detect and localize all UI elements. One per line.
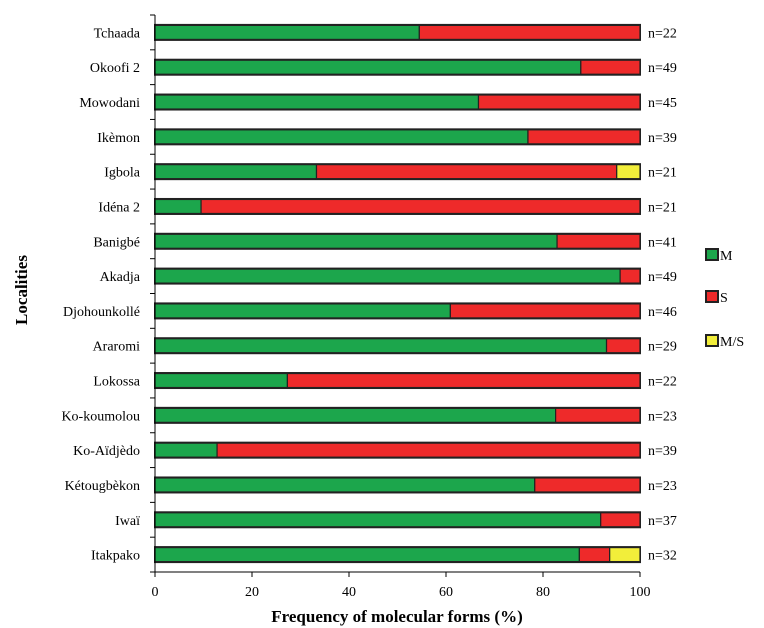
n-label: n=22 bbox=[648, 375, 677, 390]
category-label: Djohounkollé bbox=[63, 305, 140, 320]
legend: M S M/S bbox=[705, 248, 744, 350]
category-label: Idéna 2 bbox=[98, 200, 140, 215]
bar-segment-m bbox=[154, 338, 608, 354]
bar-segment-s bbox=[580, 59, 641, 75]
category-label: Igbola bbox=[104, 166, 141, 181]
category-label: Araromi bbox=[93, 340, 141, 355]
bar-segment-m bbox=[154, 372, 289, 389]
plot-area bbox=[154, 23, 641, 564]
n-label: n=49 bbox=[648, 270, 677, 285]
category-label: Ikèmon bbox=[97, 131, 140, 146]
category-label: Ko-Aïdjèdo bbox=[73, 444, 140, 459]
bar-segment-s bbox=[578, 546, 611, 563]
x-tick-label: 40 bbox=[342, 585, 356, 600]
bar-segment-m bbox=[154, 477, 536, 493]
category-label: Mowodani bbox=[79, 96, 140, 111]
x-tick-label: 80 bbox=[536, 585, 550, 600]
bar-segment-m bbox=[154, 407, 557, 423]
bar-segment-s bbox=[315, 164, 618, 180]
bar-segment-s bbox=[605, 338, 641, 354]
category-label: Kétougbèkon bbox=[65, 479, 140, 494]
bar-segment-m-s bbox=[609, 546, 641, 563]
x-tick-label: 100 bbox=[630, 585, 651, 600]
n-label: n=29 bbox=[648, 340, 677, 355]
x-tick-label: 20 bbox=[245, 585, 259, 600]
n-label: n=32 bbox=[648, 549, 677, 564]
legend-label: M/S bbox=[720, 335, 744, 350]
x-tick-label: 0 bbox=[152, 585, 159, 600]
n-label: n=41 bbox=[648, 235, 677, 250]
category-label: Iwaï bbox=[115, 514, 140, 529]
bar-segment-m bbox=[154, 512, 602, 528]
bar-segment-s bbox=[555, 407, 641, 423]
legend-label: S bbox=[720, 291, 728, 306]
legend-swatch-s bbox=[705, 290, 719, 303]
x-axis-title: Frequency of molecular forms (%) bbox=[271, 607, 522, 626]
n-label: n=45 bbox=[648, 96, 677, 111]
category-label: Okoofi 2 bbox=[90, 61, 140, 76]
bar-segment-m bbox=[154, 233, 558, 249]
bar-segment-m bbox=[154, 24, 420, 41]
n-label: n=49 bbox=[648, 61, 677, 76]
bar-segment-m bbox=[154, 59, 582, 75]
n-label: n=39 bbox=[648, 131, 677, 146]
n-label: n=39 bbox=[648, 444, 677, 459]
category-label: Tchaada bbox=[94, 26, 141, 41]
bar-segment-m-s bbox=[616, 164, 641, 180]
category-label: Lokossa bbox=[93, 375, 140, 390]
n-label: n=37 bbox=[648, 514, 677, 529]
y-axis-title: Localities bbox=[12, 255, 31, 325]
bar-segment-s bbox=[534, 477, 641, 493]
n-label: n=21 bbox=[648, 200, 677, 215]
n-label: n=46 bbox=[648, 305, 677, 320]
bar-segment-m bbox=[154, 164, 318, 180]
bar-segment-s bbox=[418, 24, 641, 41]
legend-swatch-m bbox=[705, 248, 719, 261]
bar-segment-s bbox=[216, 442, 641, 458]
category-label: Itakpako bbox=[91, 549, 140, 564]
category-label: Akadja bbox=[100, 270, 141, 285]
n-label: n=23 bbox=[648, 479, 677, 494]
axes: Tchaada n=22 Okoofi 2 n=49 Mowodani n=45 Ikèmo… bbox=[61, 14, 677, 600]
bar-segment-s bbox=[556, 233, 641, 249]
n-label: n=21 bbox=[648, 166, 677, 181]
n-label: n=23 bbox=[648, 409, 677, 424]
bar-segment-m bbox=[154, 198, 202, 215]
n-label: n=22 bbox=[648, 26, 677, 41]
bar-segment-s bbox=[200, 198, 641, 215]
bar-segment-s bbox=[286, 372, 641, 389]
bar-segment-m bbox=[154, 442, 218, 458]
bar-segment-m bbox=[154, 94, 480, 110]
bar-segment-m bbox=[154, 129, 529, 145]
category-label: Banigbé bbox=[93, 235, 140, 250]
bar-segment-s bbox=[477, 94, 641, 110]
legend-label: M bbox=[720, 249, 733, 264]
x-tick-label: 60 bbox=[439, 585, 453, 600]
bar-segment-s bbox=[600, 512, 641, 528]
bar-segment-m bbox=[154, 268, 621, 284]
category-label: Ko-koumolou bbox=[61, 409, 140, 424]
bar-segment-s bbox=[619, 268, 641, 284]
legend-swatch-m-s bbox=[705, 334, 719, 347]
bar-segment-m bbox=[154, 546, 580, 563]
bar-segment-s bbox=[449, 303, 641, 319]
bar-segment-s bbox=[527, 129, 641, 145]
bar-segment-m bbox=[154, 303, 451, 319]
